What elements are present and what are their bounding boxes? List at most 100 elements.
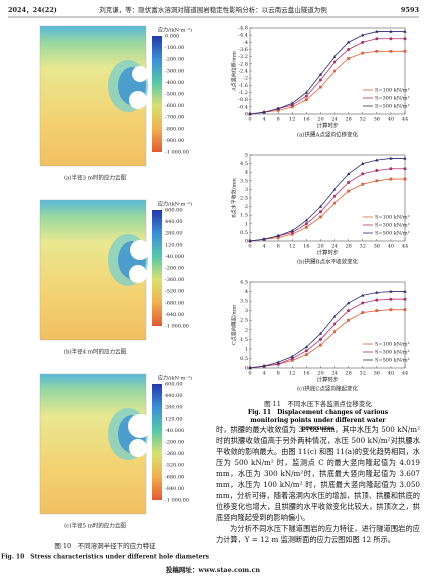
point: [375, 179, 379, 183]
point: [332, 54, 337, 58]
point: [347, 57, 351, 60]
legend-label: S=300 kN/m²: [375, 350, 410, 356]
point: [403, 289, 407, 293]
point: [375, 168, 379, 172]
point: [304, 222, 308, 226]
paragraph: 时，拱腰的最大收敛值为 3.762 mm，其中水压为 500 kN/m²时的拱腰…: [216, 425, 420, 522]
colorbar-label: -680.00: [165, 474, 184, 480]
x-axis-label: 计算时步: [316, 122, 339, 130]
point: [389, 289, 393, 293]
colorbar-label: -500.00: [165, 92, 184, 98]
x-tick-label: 16: [303, 244, 309, 250]
chart-caption: (b)拱腰B点水平收敛变化: [297, 258, 359, 266]
point: [389, 29, 393, 33]
series-line: [249, 291, 405, 369]
point: [304, 94, 308, 98]
panel-caption: (b)半径4 m时的应力云图: [64, 348, 127, 356]
fig10-caption-cn: 图 10 不同溶洞半径下的应力特征: [54, 541, 156, 550]
x-tick-label: 4: [262, 371, 265, 377]
x-tick-label: 8: [277, 117, 280, 123]
series-line: [249, 31, 405, 115]
x-tick-label: 32: [360, 117, 366, 123]
colorbar-label: -100.00: [165, 45, 184, 51]
colorbar-label: 120.00: [165, 416, 183, 422]
series-line: [249, 178, 405, 242]
x-tick-label: 0: [248, 371, 251, 377]
point: [276, 360, 280, 364]
cavity: [132, 66, 148, 82]
y-tick-label: -1.2: [238, 90, 248, 96]
footer: 投稿网址：www.stae.com.cn: [166, 565, 261, 574]
colorbar-label: -520.00: [165, 289, 184, 295]
y-tick-label: -4.8: [238, 26, 248, 32]
y-tick-label: 0: [245, 112, 248, 118]
y-tick-label: 4.5: [240, 280, 248, 286]
point: [403, 156, 407, 160]
point: [389, 297, 393, 301]
point: [403, 49, 407, 53]
point: [290, 105, 294, 109]
y-tick-label: 4: [245, 170, 248, 176]
point: [276, 106, 280, 110]
point: [333, 330, 336, 334]
point: [389, 49, 393, 53]
point: [318, 337, 322, 341]
point: [403, 308, 407, 312]
colorbar-label: -840.00: [165, 312, 184, 318]
x-tick-label: 40: [388, 371, 394, 377]
y-tick-label: -2: [243, 76, 248, 82]
point: [361, 182, 365, 186]
y-tick-label: 4: [245, 289, 248, 295]
colorbar-label: -700.00: [165, 115, 184, 121]
legend-label: S=100 kN/m²: [375, 88, 410, 94]
x-tick-label: 20: [317, 244, 323, 250]
colorbar-label: -360.00: [165, 277, 184, 283]
point: [375, 309, 379, 313]
colorbar-label: 440.00: [165, 219, 183, 225]
x-axis-label: 计算时步: [316, 376, 339, 384]
point: [276, 109, 280, 112]
series-line: [249, 50, 405, 115]
colorbar-title: 应力/(kN·m⁻²): [158, 375, 192, 382]
point: [262, 110, 266, 114]
point: [375, 37, 379, 41]
x-tick-label: 12: [289, 244, 295, 250]
y-tick-label: 3: [245, 187, 248, 193]
point: [304, 349, 308, 353]
point: [290, 354, 294, 358]
x-tick-label: 12: [289, 117, 295, 123]
point: [332, 314, 337, 318]
y-tick-label: -2.8: [238, 61, 248, 67]
point: [375, 49, 379, 53]
chart-caption: (c)拱底C点竖向隆起变化: [297, 385, 359, 393]
point: [361, 33, 365, 37]
point: [375, 298, 379, 302]
y-tick-label: 1: [245, 221, 248, 227]
legend-label: S=500 kN/m²: [375, 358, 410, 364]
y-tick-label: 2.5: [240, 318, 248, 324]
y-tick-label: 5: [245, 153, 248, 159]
fig11-caption-en: Fig. 11 Displacement changes of various …: [247, 409, 389, 432]
point: [319, 343, 322, 347]
series-line: [249, 298, 405, 369]
colorbar-label: -840.00: [165, 486, 184, 492]
colorbar-label: 600.00: [165, 208, 183, 214]
point: [262, 237, 266, 241]
colorbar-label: -1 000.00: [165, 150, 189, 156]
point: [332, 187, 337, 191]
colorbar-title: 应力/(kN·m⁻²): [158, 27, 192, 34]
point: [346, 40, 351, 44]
point: [304, 345, 309, 349]
colorbar-label: -300.00: [165, 68, 184, 74]
colorbar-label: -680.00: [165, 300, 184, 306]
point: [304, 98, 308, 102]
y-axis-label: B点水平收敛/mm: [231, 178, 238, 218]
y-tick-label: -2.4: [238, 69, 248, 75]
y-tick-label: 0.5: [240, 356, 248, 362]
colorbar: [152, 384, 162, 500]
point: [318, 210, 322, 214]
point: [318, 331, 323, 335]
point: [347, 48, 351, 51]
point: [333, 194, 337, 198]
x-tick-label: 40: [388, 117, 394, 123]
